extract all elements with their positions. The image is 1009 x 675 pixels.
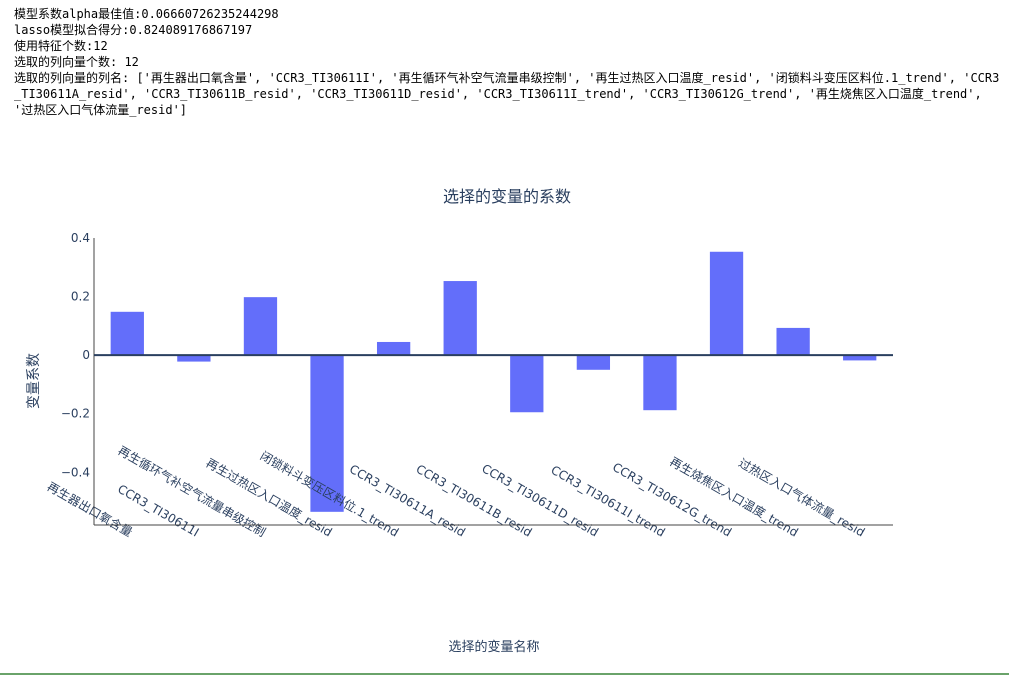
y-tick-label: −0.4 <box>61 465 90 479</box>
x-tick-label: CCR3_TI30611D_resid <box>479 461 601 539</box>
bar <box>376 341 411 356</box>
column-names-line: 选取的列向量的列名: ['再生器出口氧含量', 'CCR3_TI30611I',… <box>14 71 1000 117</box>
column-count-line: 选取的列向量个数: 12 <box>14 55 139 69</box>
bar <box>243 297 278 356</box>
y-tick-label: −0.2 <box>61 407 90 421</box>
y-axis-title: 变量系数 <box>26 353 42 409</box>
y-tick-label: 0.4 <box>71 231 90 245</box>
bar <box>510 355 544 413</box>
x-tick-label: CCR3_TI30612G_trend <box>610 460 734 540</box>
bar <box>443 281 477 356</box>
chart-title: 选择的变量的系数 <box>443 187 571 206</box>
bar <box>776 327 810 356</box>
bar <box>110 311 144 356</box>
bar <box>843 355 877 361</box>
y-tick-label: 0 <box>82 348 90 362</box>
bar <box>310 355 344 512</box>
x-tick-label: 过热区入口气体流量_resid <box>736 455 868 540</box>
bars-layer <box>110 251 877 512</box>
feature-count-line: 使用特征个数:12 <box>14 39 108 53</box>
bar <box>177 355 211 362</box>
coefficient-bar-chart: 选择的变量的系数 0.40.20−0.2−0.4 再生器出口氧含量CCR3_TI… <box>26 187 893 655</box>
bar <box>709 251 744 356</box>
y-tick-label: 0.2 <box>71 290 90 304</box>
alpha-line: 模型系数alpha最佳值:0.06660726235244298 <box>14 7 279 21</box>
model-info: 模型系数alpha最佳值:0.06660726235244298 lasso模型… <box>14 6 1004 118</box>
score-line: lasso模型拟合得分:0.824089176867197 <box>14 23 253 37</box>
x-axis-title: 选择的变量名称 <box>448 639 539 655</box>
x-tick-label: CCR3_TI30611I_trend <box>548 463 667 540</box>
x-tick-label: CCR3_TI30611B_resid <box>414 462 535 540</box>
bar <box>643 355 677 411</box>
x-tick-label: CCR3_TI30611A_resid <box>347 462 468 540</box>
y-tick-labels: 0.4 0.2 0 −0.2 −0.4 <box>61 231 90 479</box>
bottom-divider <box>0 673 1009 675</box>
bar <box>576 355 611 370</box>
